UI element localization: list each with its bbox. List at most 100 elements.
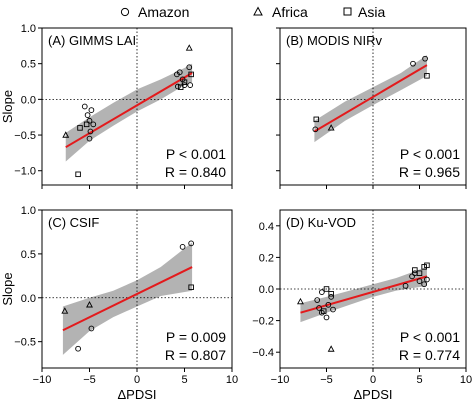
series-amazon: [75, 240, 195, 352]
p-value-label: P < 0.001: [400, 329, 460, 345]
data-point-circle: [323, 314, 330, 321]
legend-item-africa: Africa: [253, 4, 308, 20]
y-tick-label: 0.5: [21, 59, 36, 71]
x-tick-label: −5: [320, 374, 333, 386]
data-point-triangle: [61, 307, 69, 314]
panel-title: (D) Ku-VOD: [286, 215, 356, 230]
y-tick-label: 1.0: [21, 23, 36, 35]
data-point-circle: [90, 121, 97, 128]
data-point-circle: [175, 83, 181, 90]
data-point-square: [424, 262, 430, 269]
series-asia: [313, 73, 430, 123]
data-point-circle: [416, 278, 423, 284]
data-point-triangle: [86, 301, 93, 308]
data-point-square: [421, 264, 427, 270]
data-point-circle: [314, 297, 321, 303]
data-point-square: [181, 79, 188, 85]
data-point-square: [328, 290, 334, 297]
series-africa: [62, 44, 193, 138]
data-point-circle: [88, 325, 95, 332]
x-tick-label: 0: [134, 374, 140, 386]
data-point-circle: [86, 117, 93, 124]
data-point-square: [75, 171, 81, 178]
y-tick-label: 0.5: [21, 249, 36, 261]
legend-item-amazon: Amazon: [120, 4, 189, 20]
r-value-label: R = 0.807: [165, 347, 226, 363]
data-point-circle: [410, 60, 416, 67]
legend-marker-triangle: [253, 6, 263, 16]
y-tick-label: 0.4: [259, 221, 274, 233]
x-tick-label: 0: [370, 374, 376, 386]
data-point-square: [188, 284, 194, 290]
data-point-square: [83, 121, 90, 128]
y-tick-label: 0.0: [259, 284, 274, 296]
x-tick-label: −10: [33, 374, 52, 386]
y-tick-label: 0.2: [259, 252, 274, 264]
series-africa: [327, 124, 335, 131]
x-axis-label: ΔPDSI: [353, 387, 392, 402]
data-point-triangle: [62, 131, 70, 138]
data-point-triangle: [327, 124, 335, 131]
panel-c: −10 −5 0 5 10 −0.5 0.0 0.5 1.0 (C) CSIF P = 0.009 R…: [0, 205, 238, 402]
data-point-circle: [312, 126, 319, 133]
data-point-triangle: [327, 345, 335, 352]
r-value-label: R = 0.965: [399, 164, 460, 180]
y-tick-label: −0.2: [252, 316, 274, 328]
panel-a: −1.0 −0.5 0.0 0.5 1.0 (A) GIMMS LAI P < 0.001 R…: [0, 23, 233, 189]
data-point-circle: [319, 289, 325, 296]
y-tick-label: 0.0: [21, 94, 36, 106]
y-tick-label: −0.4: [252, 347, 274, 359]
y-tick-label: −0.5: [14, 130, 36, 142]
data-point-circle: [187, 82, 194, 88]
regression-line: [65, 72, 193, 149]
x-tick-label: −5: [83, 374, 96, 386]
regression-line: [62, 266, 193, 332]
panel-b: (B) MODIS NIRv P < 0.001 R = 0.965: [276, 27, 467, 189]
data-point-circle: [328, 294, 335, 300]
data-point-circle: [84, 112, 91, 118]
data-point-circle: [424, 276, 430, 283]
panel-title: (B) MODIS NIRv: [286, 33, 383, 48]
series-asia: [75, 71, 194, 178]
data-point-circle: [402, 282, 409, 289]
r-value-label: R = 0.840: [165, 164, 226, 180]
data-point-square: [188, 71, 194, 78]
series-asia: [188, 284, 194, 290]
p-value-label: P < 0.001: [166, 146, 226, 162]
x-tick-label: −10: [271, 374, 290, 386]
x-tick-label: 10: [226, 374, 238, 386]
data-point-circle: [179, 244, 186, 250]
y-tick-label: 0.0: [21, 293, 36, 305]
y-axis-label: Slope: [0, 272, 15, 305]
legend-label-africa: Africa: [272, 4, 308, 20]
x-axis-label: ΔPDSI: [117, 387, 156, 402]
data-point-circle: [325, 301, 332, 308]
p-value-label: P = 0.009: [166, 329, 226, 345]
y-tick-label: −0.5: [14, 337, 36, 349]
data-point-square: [313, 116, 320, 123]
x-tick-label: 5: [416, 374, 422, 386]
data-point-circle: [409, 273, 415, 280]
data-point-circle: [88, 107, 95, 113]
legend-label-asia: Asia: [358, 4, 385, 20]
panel-title: (A) GIMMS LAI: [48, 33, 136, 48]
data-point-triangle: [185, 44, 193, 51]
data-point-circle: [330, 306, 336, 313]
series-amazon: [312, 55, 428, 133]
series-amazon: [314, 270, 430, 321]
data-point-circle: [422, 55, 428, 62]
x-tick-label: 5: [181, 374, 187, 386]
data-point-circle: [87, 128, 94, 135]
data-point-circle: [176, 69, 183, 76]
data-point-square: [424, 73, 430, 79]
data-point-circle: [316, 305, 322, 311]
legend-marker-square: [343, 7, 352, 16]
panel-d: −10 −5 0 5 10 −0.4 −0.2 0.0 0.2 0.4 (D) Ku-VOD P < …: [252, 209, 472, 402]
legend-label-amazon: Amazon: [138, 4, 189, 20]
regression-line: [313, 64, 428, 133]
p-value-label: P < 0.001: [400, 146, 460, 162]
data-point-circle: [186, 64, 193, 71]
data-point-circle: [75, 345, 81, 352]
data-point-circle: [188, 240, 195, 247]
